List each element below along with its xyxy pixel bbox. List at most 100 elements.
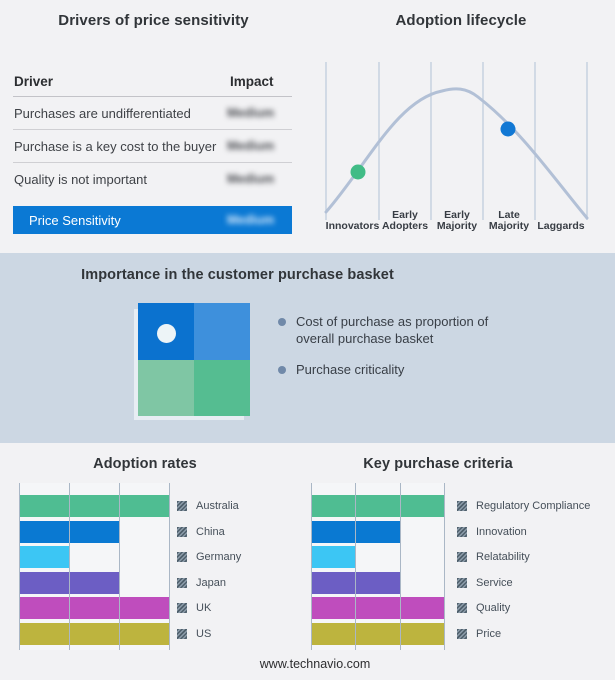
website-url: www.technavio.com <box>259 657 371 671</box>
gridline <box>400 483 401 650</box>
gridline <box>119 483 120 650</box>
legend-label: Germany <box>196 551 242 563</box>
driver-cell: Quality is not important <box>14 172 147 187</box>
bullet-text: Cost of purchase as proportion of overal… <box>296 314 489 346</box>
legend-item: Australia <box>177 495 241 517</box>
legend-label: Australia <box>196 500 239 512</box>
legend-swatch-icon <box>177 526 187 537</box>
driver-cell: Purchases are undifferentiated <box>14 106 191 121</box>
bar <box>311 597 445 619</box>
legend-item: Price <box>457 623 590 645</box>
gridline <box>311 483 312 650</box>
legend-item: Japan <box>177 572 241 594</box>
driver-cell: Purchase is a key cost to the buyer <box>14 139 217 154</box>
bar-group <box>19 495 170 648</box>
driver-column-header: Driver <box>14 74 54 89</box>
legend-label: Regulatory Compliance <box>476 500 591 512</box>
gridline <box>19 483 20 650</box>
table-row: Quality is not important Medium <box>13 163 292 195</box>
bar <box>19 495 170 517</box>
legend-swatch-icon <box>177 603 187 613</box>
legend-label: Price <box>476 627 502 640</box>
legend-label: Relatability <box>476 551 530 563</box>
impact-value-blurred: Medium <box>227 172 275 186</box>
legend-item: Germany <box>177 546 241 568</box>
legend-swatch-icon <box>177 577 187 588</box>
bullet-text: Purchase criticality <box>296 361 405 377</box>
bullet-item: Purchase criticality <box>278 362 494 379</box>
gridline <box>69 483 70 650</box>
legend-item: Service <box>457 572 590 594</box>
legend-swatch-icon <box>457 603 467 613</box>
basket-bullet-list: Cost of purchase as proportion of overal… <box>278 314 494 393</box>
legend-label: US <box>196 627 212 640</box>
impact-column-header: Impact <box>230 74 274 89</box>
adoption-lifecycle-chart <box>324 62 589 220</box>
purchase-basket-band: Importance in the customer purchase bask… <box>0 253 615 443</box>
legend-label: China <box>196 525 225 538</box>
legend-swatch-icon <box>457 552 467 562</box>
legend-swatch-icon <box>457 577 467 588</box>
bullet-dot-icon <box>278 365 286 374</box>
impact-value-blurred: Medium <box>227 106 275 120</box>
highlight-driver-cell: Price Sensitivity <box>29 213 121 228</box>
legend-swatch-icon <box>177 501 187 511</box>
bar <box>19 597 170 619</box>
adoption-rates-plot <box>19 483 170 650</box>
basket-title: Importance in the customer purchase bask… <box>81 267 394 283</box>
impact-value-blurred: Medium <box>227 213 275 227</box>
gridline <box>355 483 356 650</box>
bar <box>311 495 445 517</box>
legend-label: UK <box>196 602 212 614</box>
drivers-table-body: Purchases are undifferentiated Medium Purc… <box>13 97 292 195</box>
legend-swatch-icon <box>457 628 467 639</box>
table-row: Purchase is a key cost to the buyer Mediu… <box>13 130 292 163</box>
table-row: Purchases are undifferentiated Medium <box>13 97 292 130</box>
legend-label: Quality <box>476 602 511 614</box>
quadrant-image <box>138 303 250 416</box>
legend-item: Relatability <box>457 546 590 568</box>
lifecycle-panel-title: Adoption lifecycle <box>395 12 527 29</box>
bar <box>311 546 356 568</box>
legend-swatch-icon <box>457 501 467 511</box>
legend-item: US <box>177 623 241 645</box>
adoption-rates-title: Adoption rates <box>93 456 197 472</box>
quadrant-bottom-left <box>138 360 194 416</box>
legend-item: UK <box>177 597 241 619</box>
legend-item: Quality <box>457 597 590 619</box>
legend-item: Regulatory Compliance <box>457 495 590 517</box>
innovators-marker-dot <box>350 164 366 180</box>
legend-label: Innovation <box>476 525 527 538</box>
legend-swatch-icon <box>177 628 187 639</box>
quadrant-top-left <box>138 303 194 360</box>
legend-item: China <box>177 521 241 543</box>
quadrant-bottom-right <box>194 360 250 416</box>
price-sensitivity-row: Price Sensitivity Medium <box>13 206 292 234</box>
bell-curve <box>324 87 589 220</box>
gridline <box>169 483 170 650</box>
drivers-panel-title: Drivers of price sensitivity <box>58 12 249 29</box>
quadrant-top-right <box>194 303 250 360</box>
bullet-dot-icon <box>278 318 286 326</box>
legend-label: Japan <box>196 576 226 589</box>
legend-swatch-icon <box>177 552 187 562</box>
gridline <box>444 483 445 650</box>
bullet-item: Cost of purchase as proportion of overal… <box>278 314 494 348</box>
bar <box>19 546 70 568</box>
adoption-rates-legend: Australia China Germany Japan UK US <box>177 495 241 648</box>
bar-group <box>311 495 445 648</box>
key-purchase-criteria-plot <box>311 483 445 650</box>
legend-label: Service <box>476 576 513 589</box>
bar <box>311 622 445 645</box>
late-majority-marker-dot <box>500 121 516 137</box>
impact-value-blurred: Medium <box>227 139 275 153</box>
key-purchase-criteria-legend: Regulatory Compliance Innovation Relatabil… <box>457 495 590 648</box>
position-dot-icon <box>157 324 176 343</box>
drivers-table: Driver Impact Purchases are undifferenti… <box>13 68 292 234</box>
bar <box>19 622 170 645</box>
legend-item: Innovation <box>457 521 590 543</box>
drivers-table-header: Driver Impact <box>13 68 292 97</box>
key-purchase-criteria-title: Key purchase criteria <box>363 456 513 472</box>
legend-swatch-icon <box>457 526 467 537</box>
